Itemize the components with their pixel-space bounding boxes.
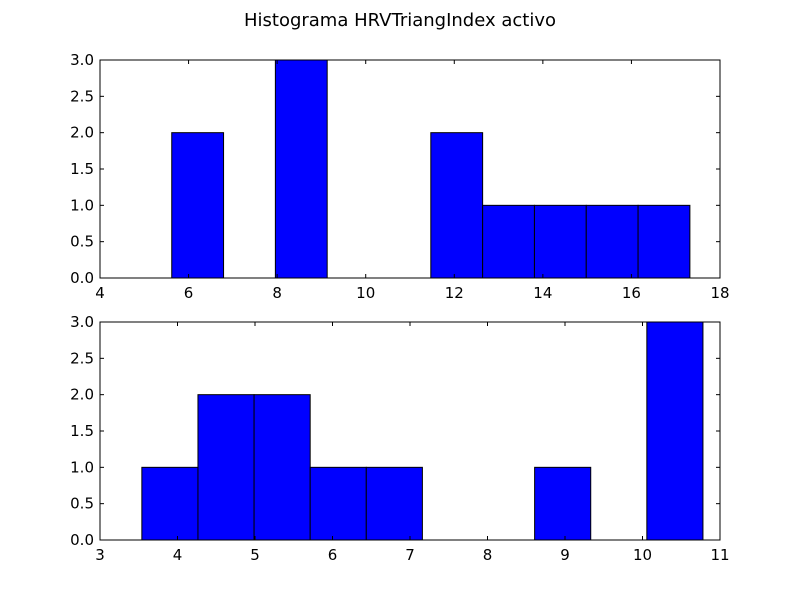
top-x-tick-label: 16 — [622, 284, 641, 302]
bottom-x-tick-label: 3 — [95, 546, 105, 564]
bottom-x-tick-label: 11 — [710, 546, 729, 564]
top-x-tick-label: 10 — [356, 284, 375, 302]
bottom-y-tick-label: 0.5 — [70, 495, 94, 513]
bottom-y-tick-label: 1.0 — [70, 458, 94, 476]
bottom-x-tick-label: 5 — [250, 546, 260, 564]
bottom-histogram-bar — [646, 321, 704, 541]
top-histogram-axes: 4 6 8 10 12 14 16 18 0.0 0.5 1.0 1.5 2.0 2.5 3.0 — [70, 51, 729, 302]
top-y-tick-label: 3.0 — [70, 51, 94, 69]
bottom-x-tick-label: 4 — [173, 546, 183, 564]
bottom-x-tick-label: 8 — [483, 546, 493, 564]
bottom-histogram-bar — [141, 466, 199, 541]
bottom-x-tick-label: 6 — [328, 546, 338, 564]
top-histogram-bar — [171, 132, 225, 279]
bottom-histogram-bar — [309, 466, 367, 541]
top-y-tick-label: 1.0 — [70, 196, 94, 214]
bottom-histogram-bar — [534, 466, 592, 541]
bottom-y-tick-label: 1.5 — [70, 422, 94, 440]
top-x-tick-label: 4 — [95, 284, 105, 302]
top-y-tick-label: 0.5 — [70, 233, 94, 251]
bottom-x-tick-label: 7 — [405, 546, 415, 564]
bottom-histogram-axes: 3 4 5 6 7 8 9 10 11 0.0 0.5 1.0 1.5 2.0 2.5 3.0 — [70, 313, 729, 564]
top-axes-frame — [99, 59, 721, 279]
bottom-axes-frame — [99, 321, 721, 541]
top-y-tick-label: 1.5 — [70, 160, 94, 178]
top-x-tick-label: 6 — [184, 284, 194, 302]
top-y-tick-label: 0.0 — [70, 269, 94, 287]
top-y-tick-label: 2.5 — [70, 87, 94, 105]
top-x-tick-label: 8 — [272, 284, 282, 302]
figure-title: Histograma HRVTriangIndex activo — [243, 10, 557, 31]
top-x-tick-label: 14 — [533, 284, 552, 302]
top-y-tick-label: 2.0 — [70, 124, 94, 142]
bottom-histogram-bar — [253, 394, 311, 541]
top-histogram-bar — [482, 204, 535, 279]
bottom-x-tick-label: 10 — [633, 546, 652, 564]
top-histogram-bar — [637, 204, 691, 279]
top-x-tick-label: 18 — [710, 284, 729, 302]
bottom-x-tick-label: 9 — [560, 546, 570, 564]
top-histogram-bar — [430, 132, 484, 279]
bottom-y-tick-label: 0.0 — [70, 531, 94, 549]
bottom-y-tick-label: 2.5 — [70, 349, 94, 367]
bottom-histogram-bar — [197, 394, 255, 541]
bottom-y-tick-label: 3.0 — [70, 313, 94, 331]
top-histogram-bar — [274, 59, 328, 279]
bottom-y-tick-label: 2.0 — [70, 386, 94, 404]
top-x-tick-label: 12 — [445, 284, 464, 302]
top-histogram-bar — [533, 204, 587, 279]
bottom-histogram-bar — [365, 466, 423, 541]
top-histogram-bar — [585, 204, 639, 279]
